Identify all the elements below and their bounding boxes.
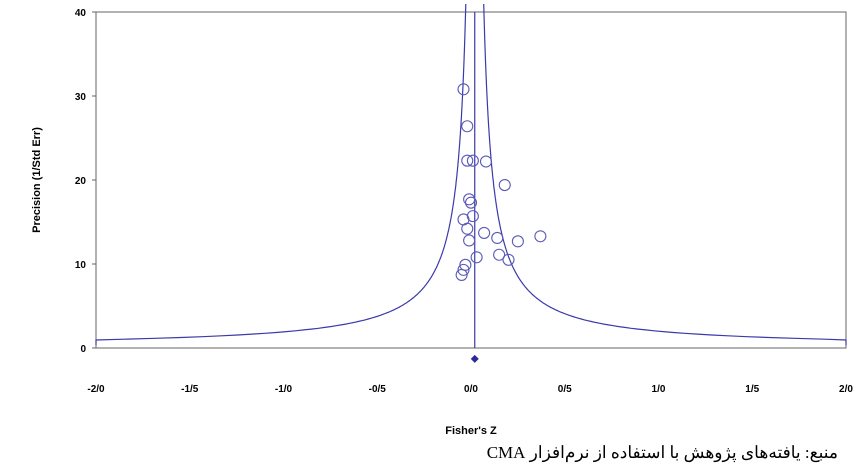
summary-diamond — [470, 354, 479, 363]
study-point — [498, 178, 511, 192]
y-tick-label: 40 — [75, 8, 87, 19]
study-point — [479, 155, 493, 168]
study-point — [455, 268, 468, 281]
study-point — [463, 234, 476, 247]
y-tick-label: 10 — [75, 260, 87, 271]
study-point — [464, 196, 478, 209]
x-tick-label: 0/5 — [558, 384, 572, 395]
x-axis: -2/0 -1/5 -1/0 -0/5 0/0 0/5 1/0 1/5 2/0 — [87, 384, 853, 395]
study-point — [463, 193, 476, 206]
y-tick-label: 20 — [75, 176, 87, 187]
study-point — [491, 231, 504, 245]
study-point — [457, 263, 470, 276]
study-points — [455, 83, 547, 281]
source-note: منبع: یافته‌های پژوهش با استفاده از نرم‌… — [486, 443, 838, 462]
study-point — [457, 83, 470, 96]
x-tick-label: 1/5 — [745, 384, 759, 395]
study-point — [511, 235, 524, 248]
x-tick-label: -0/5 — [369, 384, 387, 395]
x-tick-label: 0/0 — [464, 384, 478, 395]
y-axis-title: Precision (1/Std Err) — [31, 127, 43, 233]
study-point — [502, 253, 515, 266]
funnel-right-limit — [483, 4, 847, 346]
study-point — [461, 120, 474, 133]
x-axis-title: Fisher's Z — [445, 425, 497, 437]
study-point — [470, 251, 483, 264]
y-axis: 0 10 20 30 40 — [75, 8, 96, 355]
y-tick-label: 0 — [80, 344, 86, 355]
study-point — [493, 248, 506, 261]
x-tick-label: -2/0 — [87, 384, 105, 395]
x-tick-label: 2/0 — [839, 384, 853, 395]
x-tick-label: 1/0 — [652, 384, 666, 395]
funnel-lines — [95, 4, 847, 348]
study-point — [461, 222, 474, 235]
study-point — [534, 230, 547, 243]
study-point — [461, 154, 474, 167]
study-point — [466, 154, 479, 167]
x-tick-label: -1/5 — [181, 384, 199, 395]
study-point — [478, 226, 491, 239]
funnel-left-limit — [95, 4, 467, 346]
plot-area — [95, 11, 847, 349]
plot-frame — [95, 11, 847, 349]
summary-effect — [470, 354, 479, 363]
y-tick-label: 30 — [75, 92, 87, 103]
x-tick-label: -1/0 — [275, 384, 293, 395]
